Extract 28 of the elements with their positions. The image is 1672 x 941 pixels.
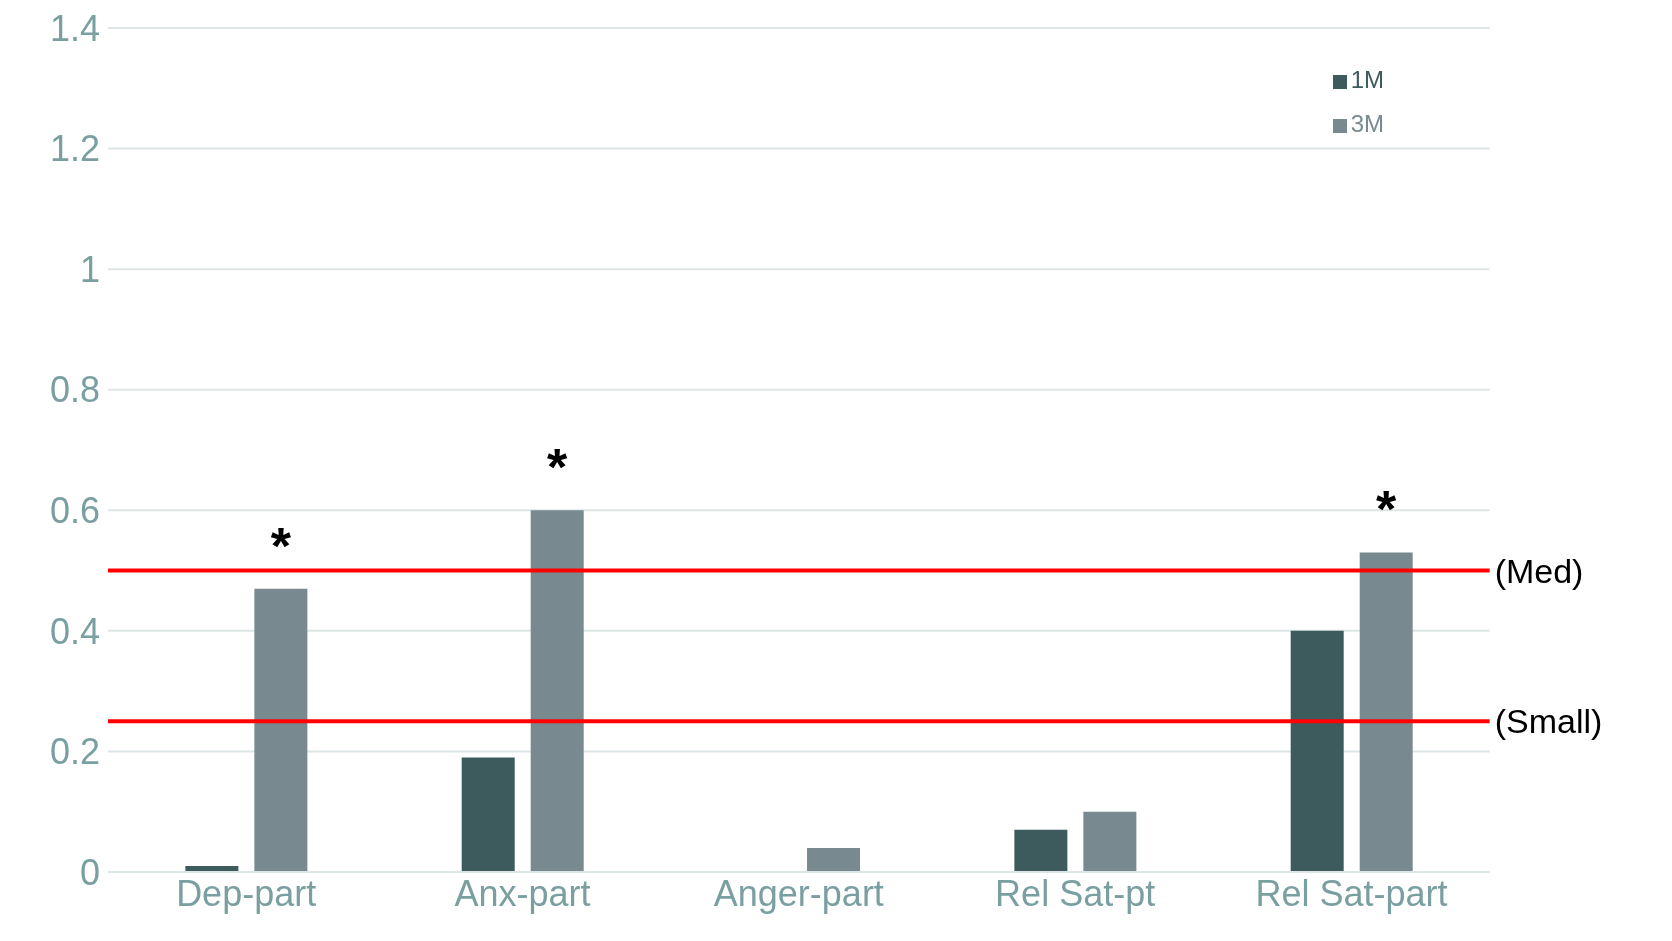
- y-tick-label: 1: [79, 248, 100, 290]
- bar: [1083, 811, 1137, 872]
- data-label: *: [547, 438, 569, 497]
- bar: [1359, 552, 1413, 872]
- y-tick-label: 0.8: [49, 369, 100, 411]
- y-tick-label: 0.6: [49, 490, 100, 532]
- bar: [807, 847, 861, 872]
- ref-line-label: (Small): [1494, 702, 1603, 741]
- y-tick-label: 1.4: [49, 7, 100, 49]
- legend-label: 1M: [1350, 66, 1384, 93]
- x-tick-label: Anger-part: [713, 872, 884, 914]
- data-label: *: [1376, 480, 1398, 539]
- y-tick-label: 1.2: [49, 128, 100, 170]
- y-tick-label: 0: [79, 851, 100, 893]
- bar: [1290, 630, 1344, 872]
- x-tick-label: Anx-part: [454, 872, 591, 914]
- bar: [1014, 829, 1068, 872]
- bar: [254, 588, 308, 872]
- bar: [530, 510, 584, 872]
- y-tick-label: 0.2: [49, 731, 100, 773]
- ref-line-label: (Med): [1494, 551, 1584, 590]
- x-tick-label: Dep-part: [176, 872, 317, 914]
- x-tick-label: Rel Sat-part: [1255, 872, 1448, 914]
- y-tick-label: 0.4: [49, 610, 100, 652]
- data-label: *: [270, 516, 292, 575]
- legend-label: 3M: [1350, 110, 1384, 137]
- x-tick-label: Rel Sat-pt: [995, 872, 1156, 914]
- bar: [461, 757, 515, 872]
